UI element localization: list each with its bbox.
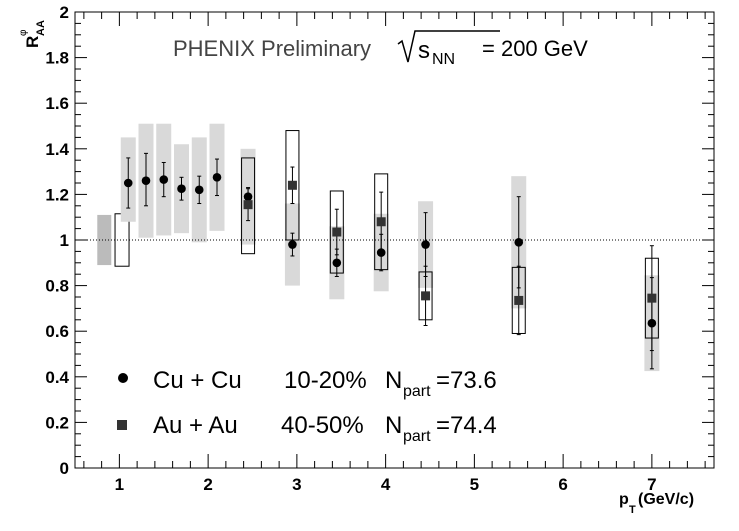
y-tick-label-0: 0: [60, 459, 69, 478]
y-tick-label-6: 1.2: [45, 185, 69, 204]
x-tick-label-4: 5: [470, 475, 479, 494]
point-circle-series0-10: [421, 240, 430, 249]
point-square-series1-4: [421, 291, 431, 301]
legend-series-0-centrality: 10-20%: [284, 367, 367, 394]
point-square-series1-3: [376, 217, 386, 227]
x-axis-label-unit: (GeV/c): [638, 491, 694, 508]
global-uncertainty-box-0: [97, 214, 112, 266]
statistical-error-layer: [126, 152, 654, 370]
y-axis-label-sup: φ: [18, 29, 29, 36]
point-square-series1-1: [287, 180, 297, 190]
legend-series-0-npart: N: [385, 367, 402, 394]
y-tick-label-1: 0.2: [45, 413, 69, 432]
point-circle-series0-5: [212, 173, 222, 182]
legend-series-1-centrality: 40-50%: [281, 412, 364, 439]
y-tick-label-5: 1: [60, 231, 69, 250]
y-tick-label-7: 1.4: [45, 140, 69, 159]
y-tick-label-3: 0.6: [45, 322, 69, 341]
y-tick-label-2: 0.4: [45, 368, 69, 387]
y-axis-label-sub: AA: [35, 20, 47, 36]
marker-layer: [123, 173, 657, 328]
x-axis-label-main: p: [619, 491, 629, 508]
y-axis-label-main: R: [23, 36, 42, 48]
legend-series-1-npart-value: =74.4: [436, 412, 497, 439]
point-circle-series0-4: [194, 185, 204, 195]
chart-title-sqrt-sub: NN: [432, 51, 455, 68]
x-tick-label-5: 6: [558, 475, 567, 494]
point-square-series1-2: [332, 227, 342, 237]
point-circle-series0-2: [159, 175, 169, 184]
chart-title: PHENIX Preliminary: [173, 36, 371, 61]
x-tick-label-0: 1: [115, 475, 124, 494]
point-circle-series0-7: [288, 240, 297, 249]
point-square-series1-6: [647, 293, 657, 303]
point-square-series1-5: [514, 295, 524, 305]
y-axis-label: R AA φ: [18, 20, 47, 48]
x-tick-label-1: 2: [203, 475, 212, 494]
y-tick-label-8: 1.6: [45, 94, 69, 113]
y-tick-label-10: 2: [60, 3, 69, 22]
legend-series-1-npart-sub: part: [403, 428, 431, 445]
point-circle-series0-3: [177, 184, 186, 193]
y-tick-label-4: 0.8: [45, 277, 69, 296]
legend-series-1-npart: N: [385, 412, 402, 439]
chart-title-main: PHENIX Preliminary: [173, 36, 371, 61]
sqrt-symbol: [397, 30, 500, 63]
legend-series-0-npart-value: =73.6: [436, 367, 497, 394]
y-tick-label-9: 1.8: [45, 49, 69, 68]
legend-series-1-name: Au + Au: [153, 412, 238, 439]
chart-title-energy: = 200 GeV: [482, 36, 588, 61]
x-axis-label-sub: T: [629, 504, 636, 516]
point-square-series1-0: [243, 200, 253, 210]
point-circle-series0-1: [141, 176, 151, 186]
legend-series-0-name: Cu + Cu: [153, 367, 242, 394]
legend-marker-square: [117, 420, 127, 430]
point-circle-series0-8: [332, 258, 342, 268]
x-tick-label-2: 3: [292, 475, 301, 494]
legend: Cu + Cu 10-20% N part =73.6 Au + Au 40-5…: [117, 367, 497, 445]
axis-layer: 0 0.2 0.4 0.6 0.8 1 1.2 1.4 1.6 1.8 2 1 2 3 4 5 6 7: [45, 3, 714, 494]
point-circle-series0-0: [123, 178, 133, 188]
sys-box-series1-0: [241, 157, 256, 255]
point-circle-series0-6: [243, 192, 253, 201]
legend-series-0-npart-sub: part: [403, 383, 431, 400]
chart-title-sqrt: s: [418, 37, 430, 64]
x-tick-label-3: 4: [381, 475, 391, 494]
point-circle-series0-11: [514, 237, 524, 247]
x-tick-label-6: 7: [647, 475, 656, 494]
legend-marker-circle: [118, 373, 128, 383]
point-circle-series0-12: [647, 318, 657, 328]
point-circle-series0-9: [376, 248, 386, 257]
